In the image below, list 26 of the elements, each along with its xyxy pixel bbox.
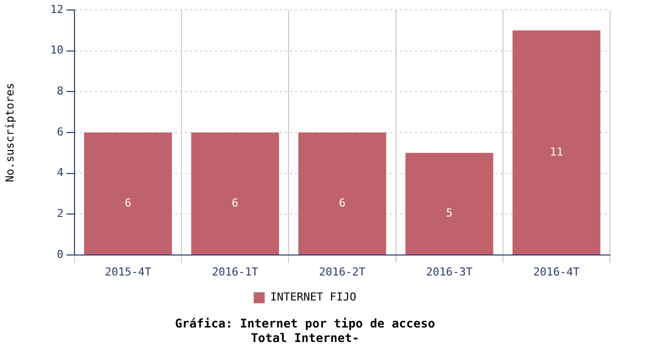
y-tick-label: 4: [56, 166, 64, 180]
bar: [298, 132, 386, 254]
x-tick-label: 2016-2T: [319, 265, 366, 278]
data-label: 6: [338, 196, 346, 210]
data-label: 5: [446, 206, 453, 220]
y-tick-label: 6: [56, 125, 64, 138]
text: Gráfica: Internet por tipo de acceso: [174, 316, 436, 331]
x-tick-label: 2016-4T: [533, 265, 580, 278]
y-tick-label: 0: [56, 248, 64, 261]
y-tick-label: 2: [56, 207, 64, 220]
y-tick-label: 8: [56, 84, 64, 98]
data-label: 11: [550, 145, 564, 158]
y-axis-title: No.suscriptores: [3, 82, 16, 182]
legend-label: INTERNET FIJO: [270, 290, 356, 304]
x-tick-label: 2015-4T: [104, 265, 152, 278]
data-label: 6: [124, 196, 132, 210]
data-label: 6: [232, 196, 238, 210]
bar: [512, 30, 600, 254]
text: Total Internet-: [250, 330, 360, 345]
bar: [84, 132, 172, 254]
y-tick-label: 10: [50, 44, 64, 57]
x-tick-label: 2016-3T: [426, 265, 473, 278]
x-tick-label: 2016-1T: [212, 265, 259, 278]
bar: [405, 152, 494, 254]
bar: [191, 132, 280, 254]
y-tick-label: 12: [50, 2, 64, 16]
